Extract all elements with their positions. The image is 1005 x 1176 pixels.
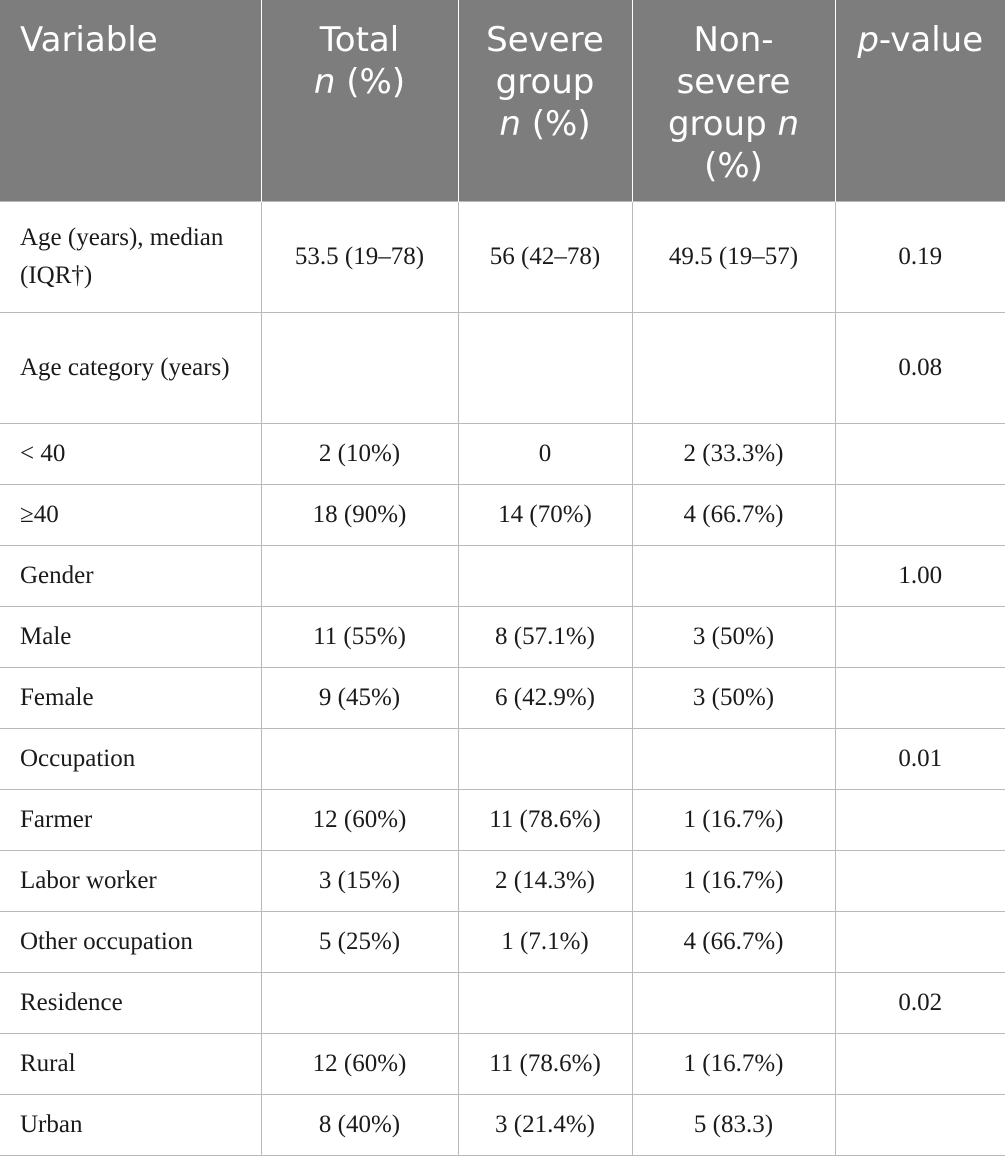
cell-pvalue	[834, 911, 1005, 973]
table-row: Age category (years) 0.08	[0, 312, 1005, 424]
table-header-row: Variable Total n (%) Severe group n (%) No…	[0, 0, 1005, 202]
cell-pvalue: 0.01	[834, 728, 1005, 790]
cell-severe: 1 (7.1%)	[457, 911, 633, 973]
cell-nonsevere	[631, 728, 836, 790]
table-row: Other occupation 5 (25%) 1 (7.1%) 4 (66.…	[0, 911, 1005, 973]
cell-pvalue	[834, 1033, 1005, 1095]
cell-pvalue	[834, 606, 1005, 668]
cell-pvalue	[834, 789, 1005, 851]
cell-pvalue	[834, 423, 1005, 485]
cell-variable: < 40	[0, 423, 262, 485]
table-row: Urban 8 (40%) 3 (21.4%) 5 (83.3)	[0, 1094, 1005, 1156]
table-row: Farmer 12 (60%) 11 (78.6%) 1 (16.7%)	[0, 789, 1005, 851]
cell-total: 11 (55%)	[260, 606, 459, 668]
cell-total: 2 (10%)	[260, 423, 459, 485]
cell-pvalue	[834, 484, 1005, 546]
header-severe: Severe group n (%)	[457, 0, 632, 202]
cell-nonsevere: 2 (33.3%)	[631, 423, 836, 485]
cell-total	[260, 545, 459, 607]
cell-variable: Age (years), median (IQR†)	[0, 201, 262, 313]
cell-total: 18 (90%)	[260, 484, 459, 546]
cell-variable: Labor worker	[0, 850, 262, 912]
cell-variable: Male	[0, 606, 262, 668]
cell-nonsevere: 3 (50%)	[631, 667, 836, 729]
cell-severe	[457, 972, 633, 1034]
cell-variable: Urban	[0, 1094, 262, 1156]
cell-severe: 8 (57.1%)	[457, 606, 633, 668]
cell-severe: 11 (78.6%)	[457, 789, 633, 851]
cell-pvalue	[834, 850, 1005, 912]
cell-pvalue: 0.19	[834, 201, 1005, 313]
cell-nonsevere: 1 (16.7%)	[631, 789, 836, 851]
cell-nonsevere: 3 (50%)	[631, 606, 836, 668]
cell-severe: 56 (42–78)	[457, 201, 633, 313]
cell-pvalue: 1.00	[834, 545, 1005, 607]
header-pvalue: p-value	[834, 0, 1005, 202]
cell-pvalue: 0.08	[834, 312, 1005, 424]
cell-nonsevere	[631, 972, 836, 1034]
cell-severe: 3 (21.4%)	[457, 1094, 633, 1156]
cell-total	[260, 312, 459, 424]
header-total: Total n (%)	[260, 0, 458, 202]
cell-variable: Female	[0, 667, 262, 729]
cell-variable: ≥40	[0, 484, 262, 546]
cell-pvalue	[834, 667, 1005, 729]
table-row: Labor worker 3 (15%) 2 (14.3%) 1 (16.7%)	[0, 850, 1005, 912]
cell-total: 5 (25%)	[260, 911, 459, 973]
cell-total: 8 (40%)	[260, 1094, 459, 1156]
cell-total	[260, 972, 459, 1034]
cell-variable: Gender	[0, 545, 262, 607]
table-row: Residence 0.02	[0, 972, 1005, 1034]
cell-severe: 2 (14.3%)	[457, 850, 633, 912]
cell-pvalue: 0.02	[834, 972, 1005, 1034]
cell-severe	[457, 728, 633, 790]
cell-nonsevere: 1 (16.7%)	[631, 1033, 836, 1095]
table-row: ≥40 18 (90%) 14 (70%) 4 (66.7%)	[0, 484, 1005, 546]
table-row: < 40 2 (10%) 0 2 (33.3%)	[0, 423, 1005, 485]
cell-nonsevere	[631, 545, 836, 607]
cell-total: 3 (15%)	[260, 850, 459, 912]
table-row: Occupation 0.01	[0, 728, 1005, 790]
cell-total: 12 (60%)	[260, 1033, 459, 1095]
cell-nonsevere: 1 (16.7%)	[631, 850, 836, 912]
cell-nonsevere: 5 (83.3)	[631, 1094, 836, 1156]
cell-total: 9 (45%)	[260, 667, 459, 729]
cell-variable: Age category (years)	[0, 312, 262, 424]
cell-severe: 0	[457, 423, 633, 485]
table-row: Male 11 (55%) 8 (57.1%) 3 (50%)	[0, 606, 1005, 668]
cell-variable: Farmer	[0, 789, 262, 851]
table-row: Age (years), median (IQR†) 53.5 (19–78) …	[0, 201, 1005, 313]
cell-total	[260, 728, 459, 790]
table-row: Female 9 (45%) 6 (42.9%) 3 (50%)	[0, 667, 1005, 729]
cell-variable: Residence	[0, 972, 262, 1034]
header-nonsevere: Non-severe group n (%)	[631, 0, 835, 202]
cell-severe: 6 (42.9%)	[457, 667, 633, 729]
cell-severe: 14 (70%)	[457, 484, 633, 546]
cell-nonsevere: 4 (66.7%)	[631, 484, 836, 546]
cell-severe	[457, 545, 633, 607]
cell-severe	[457, 312, 633, 424]
cell-total: 12 (60%)	[260, 789, 459, 851]
cell-total: 53.5 (19–78)	[260, 201, 459, 313]
cell-variable: Occupation	[0, 728, 262, 790]
table-row: Rural 12 (60%) 11 (78.6%) 1 (16.7%)	[0, 1033, 1005, 1095]
cell-nonsevere: 49.5 (19–57)	[631, 201, 836, 313]
cell-nonsevere: 4 (66.7%)	[631, 911, 836, 973]
cell-nonsevere	[631, 312, 836, 424]
cell-severe: 11 (78.6%)	[457, 1033, 633, 1095]
cell-variable: Rural	[0, 1033, 262, 1095]
cell-pvalue	[834, 1094, 1005, 1156]
header-variable: Variable	[0, 0, 261, 202]
cell-variable: Other occupation	[0, 911, 262, 973]
table-row: Gender 1.00	[0, 545, 1005, 607]
